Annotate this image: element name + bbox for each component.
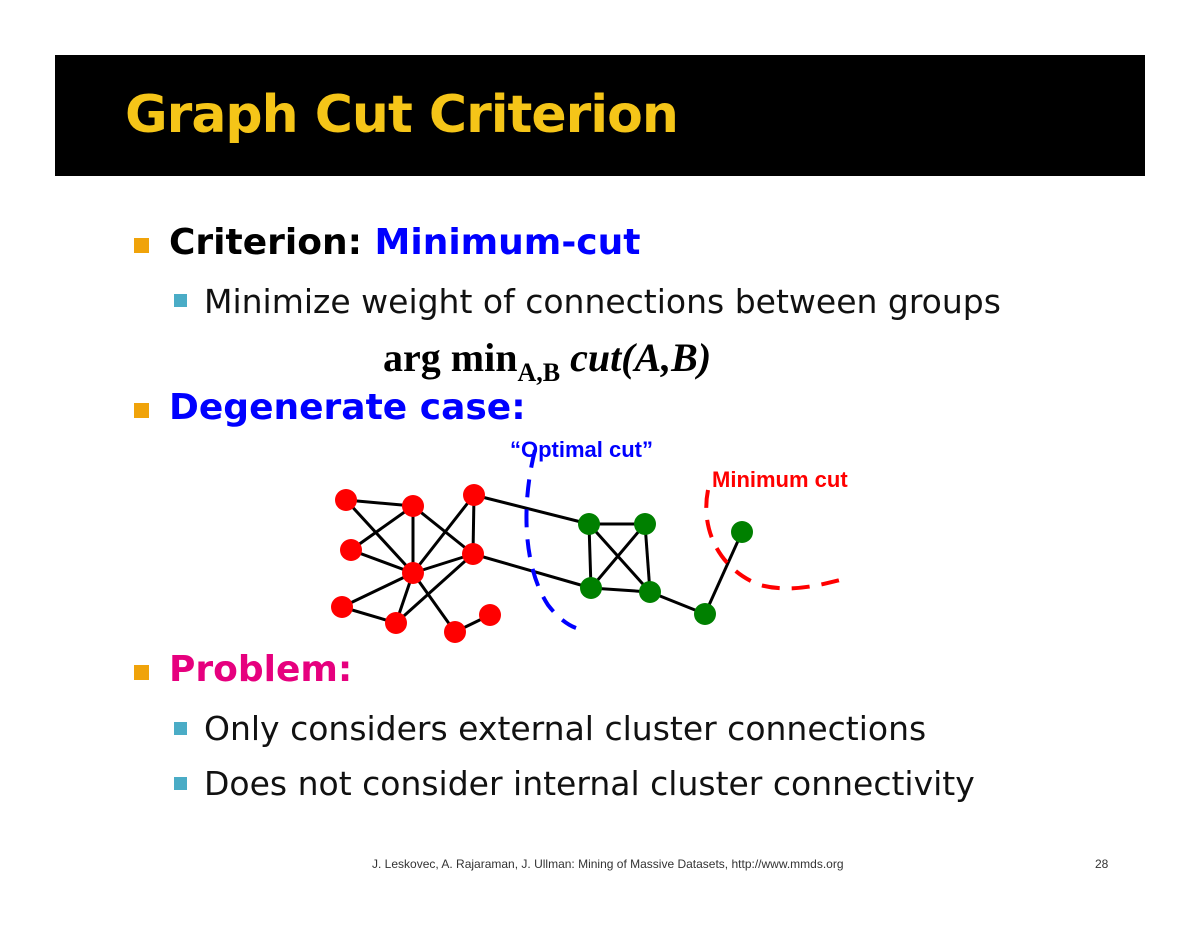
title-bar: Graph Cut Criterion	[55, 55, 1145, 176]
criterion-value: Minimum-cut	[374, 222, 641, 263]
bullet-marker	[134, 238, 149, 253]
graph-node	[731, 521, 753, 543]
criterion-sub-bullet: Minimize weight of connections between g…	[204, 282, 1001, 321]
sub-bullet-marker	[174, 722, 187, 735]
graph-node	[578, 513, 600, 535]
slide-title: Graph Cut Criterion	[125, 85, 679, 145]
problem-sub-bullet-1: Only considers external cluster connecti…	[204, 709, 927, 748]
sub-bullet-marker	[174, 294, 187, 307]
graph-node	[331, 596, 353, 618]
footer-citation: J. Leskovec, A. Rajaraman, J. Ullman: Mi…	[372, 857, 844, 871]
graph-node	[402, 562, 424, 584]
formula-main: arg min	[383, 335, 518, 380]
graph-node	[479, 604, 501, 626]
graph-node	[444, 621, 466, 643]
criterion-bullet: Criterion: Minimum-cut	[169, 222, 640, 263]
graph-node	[580, 577, 602, 599]
minimum-cut-label: Minimum cut	[712, 467, 848, 492]
sub-bullet-marker	[174, 777, 187, 790]
page-number: 28	[1095, 857, 1109, 871]
graph-node	[639, 581, 661, 603]
optimal-cut-line	[524, 449, 577, 630]
formula-expression: cut(A,B)	[570, 335, 712, 380]
formula: arg minA,B cut(A,B)	[383, 334, 711, 388]
graph-node	[463, 484, 485, 506]
bullet-marker	[134, 403, 149, 418]
graph-node	[385, 612, 407, 634]
degenerate-bullet: Degenerate case:	[169, 387, 526, 428]
graph-diagram: “Optimal cut” Minimum cut	[331, 437, 848, 643]
problem-sub-bullet-2: Does not consider internal cluster conne…	[204, 764, 975, 803]
graph-node	[335, 489, 357, 511]
bullet-marker	[134, 665, 149, 680]
graph-edges	[341, 493, 744, 634]
graph-node	[402, 495, 424, 517]
graph-node	[634, 513, 656, 535]
red-cluster-nodes	[331, 484, 501, 643]
problem-bullet: Problem:	[169, 649, 353, 690]
graph-node	[462, 543, 484, 565]
minimum-cut-line	[704, 489, 841, 591]
optimal-cut-label: “Optimal cut”	[510, 437, 653, 462]
green-cluster-nodes	[578, 513, 753, 625]
formula-subscript: A,B	[517, 358, 561, 387]
criterion-label: Criterion:	[169, 222, 375, 263]
graph-node	[340, 539, 362, 561]
graph-node	[694, 603, 716, 625]
